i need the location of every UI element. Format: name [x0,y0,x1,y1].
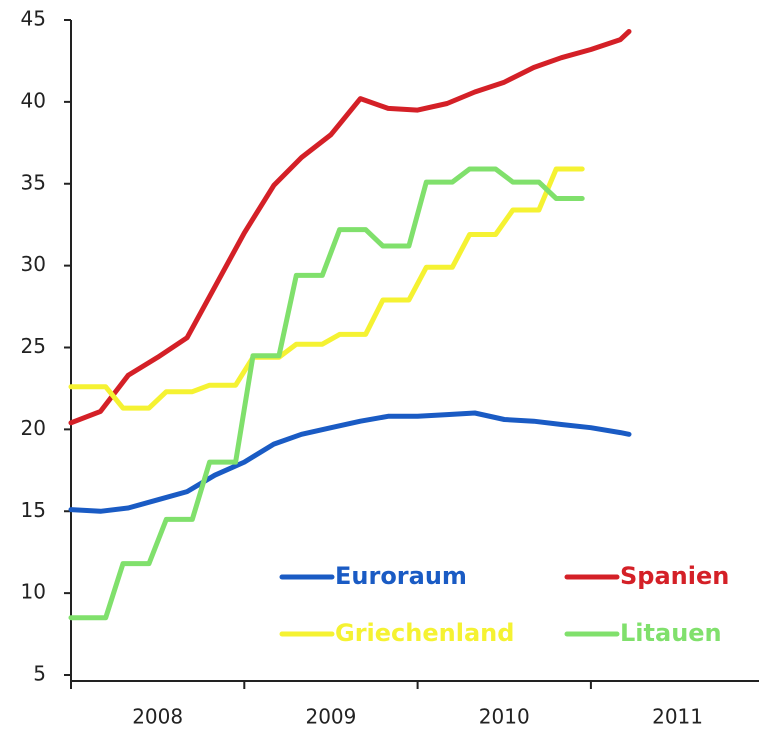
series-line [68,166,585,621]
y-tick-label: 5 [33,662,46,686]
x-tick-label: 2008 [132,705,183,729]
y-tick-label: 40 [21,88,46,112]
series-line [68,166,585,411]
series-line [68,29,632,426]
x-tick-label: 2011 [652,705,703,729]
legend-label: Euroraum [335,562,467,590]
x-tick-label: 2009 [305,705,356,729]
legend-label: Spanien [620,562,729,590]
y-tick-label: 15 [21,498,46,522]
y-tick-label: 35 [21,170,46,194]
y-tick-label: 45 [21,7,46,31]
x-tick-label: 2010 [479,705,530,729]
legend-label: Litauen [620,619,722,647]
legend-label: Griechenland [335,619,514,647]
y-tick-label: 20 [21,416,46,440]
y-tick-label: 25 [21,334,46,358]
series-line [68,410,632,514]
y-tick-label: 30 [21,252,46,276]
y-tick-label: 10 [21,580,46,604]
